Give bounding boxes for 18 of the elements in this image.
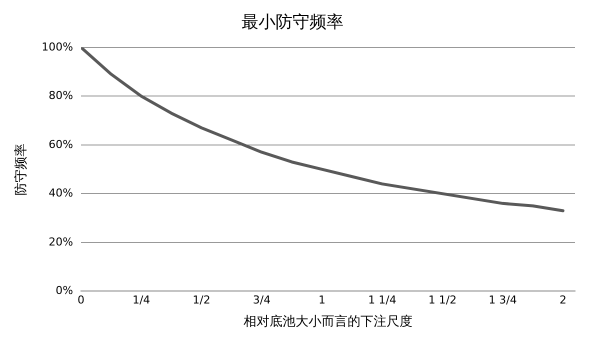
y-tick-label: 40% xyxy=(48,186,74,200)
x-tick-label: 3/4 xyxy=(252,294,271,307)
x-tick-label: 1 xyxy=(318,294,326,307)
x-tick-label: 2 xyxy=(559,294,566,307)
y-tick-label: 0% xyxy=(56,284,74,298)
x-tick-label: 0 xyxy=(78,294,85,307)
y-tick-label: 60% xyxy=(48,138,74,151)
x-tick-label: 1/2 xyxy=(192,294,210,307)
x-tick-label: 1 1/4 xyxy=(368,294,396,307)
y-tick-label: 100% xyxy=(42,40,74,54)
x-tick-label: 1 3/4 xyxy=(488,294,517,307)
x-tick-label: 1 1/2 xyxy=(428,294,457,307)
y-axis-title: 防守频率 xyxy=(13,143,30,196)
x-axis-title: 相对底池大小而言的下注尺度 xyxy=(244,314,413,330)
y-tick-label: 20% xyxy=(48,235,74,248)
y-tick-label: 80% xyxy=(48,89,74,102)
chart-title: 最小防守频率 xyxy=(242,12,344,33)
x-tick-label: 1/4 xyxy=(132,294,150,307)
